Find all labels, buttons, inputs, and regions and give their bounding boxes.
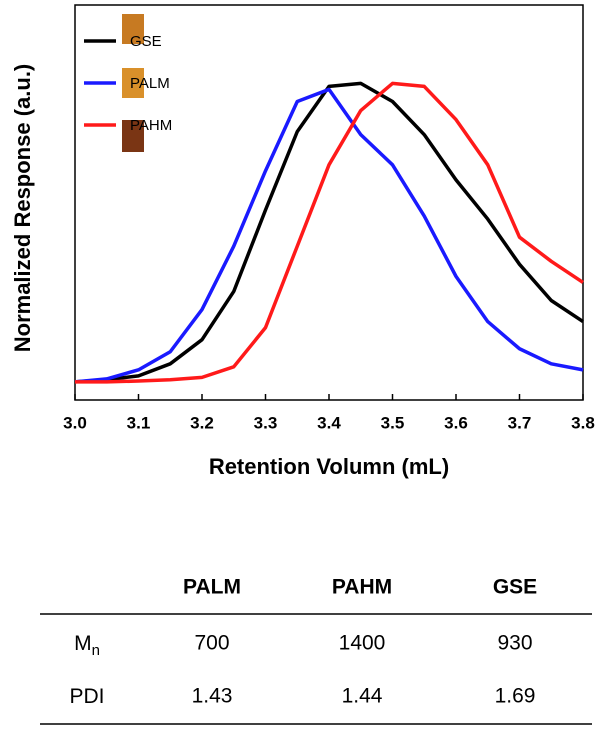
row-label-main: M (74, 632, 92, 655)
legend-photo (122, 120, 144, 152)
legend-photo (122, 14, 144, 44)
x-tick-label: 3.2 (190, 413, 214, 432)
column-header: PAHM (332, 576, 392, 599)
row-label-main: PDI (69, 685, 104, 708)
legend-label: GSE (130, 33, 162, 50)
table-cell: 1400 (339, 632, 386, 655)
table-cell: 1.69 (495, 685, 536, 708)
table-cell: 1.44 (342, 685, 383, 708)
table-cell: 1.43 (192, 685, 233, 708)
row-label: PDI (69, 685, 104, 708)
x-tick-label: 3.4 (317, 413, 341, 432)
table-cell: 930 (497, 632, 532, 655)
series-line (75, 81, 584, 384)
legend-photo (122, 68, 144, 98)
legend-label: PAHM (130, 117, 172, 134)
row-label-subscript: n (92, 642, 100, 659)
y-axis-label: Normalized Response (a.u.) (10, 64, 35, 353)
x-tick-label: 3.3 (254, 413, 278, 432)
column-header: GSE (493, 576, 537, 599)
legend-label: PALM (130, 75, 170, 92)
series-line (74, 87, 584, 384)
plot-frame (74, 4, 584, 401)
column-header: PALM (183, 576, 241, 599)
x-tick-label: 3.8 (571, 413, 595, 432)
table-cell: 700 (194, 632, 229, 655)
row-label: Mn (74, 632, 100, 659)
x-axis-label: Retention Volumn (mL) (209, 454, 449, 479)
x-tick-label: 3.6 (444, 413, 468, 432)
x-tick-label: 3.1 (127, 413, 151, 432)
x-tick-label: 3.0 (63, 413, 87, 432)
series-line (74, 81, 584, 384)
x-tick-label: 3.5 (381, 413, 405, 432)
x-tick-label: 3.7 (508, 413, 532, 432)
